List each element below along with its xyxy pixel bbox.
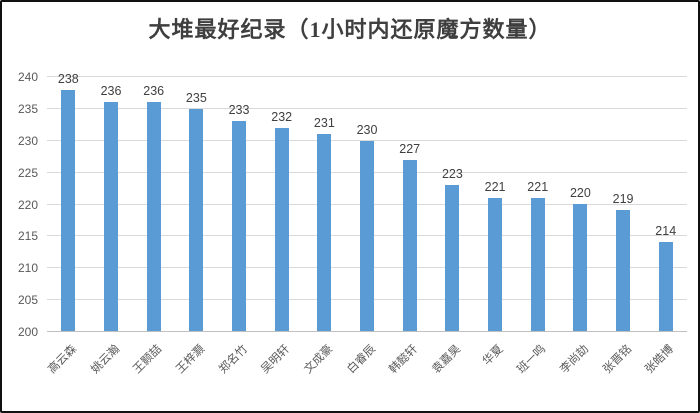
bar [317,134,332,331]
bar-value-label: 230 [356,122,378,137]
y-axis-tick-label: 235 [17,101,38,116]
bar [530,197,545,331]
y-axis-tick-label: 215 [17,229,38,244]
gridline [47,107,687,109]
y-axis-tick-label: 230 [17,133,38,148]
gridline [47,76,687,77]
plot-area: 238 高云森 236 姚云瀚 236 王颢喆 235 王梓灏 233 郑名竹 232 吴明轩 231 文… [46,72,687,377]
category-label: 白睿辰 [344,343,378,377]
y-axis-tick-label: 205 [17,293,38,308]
y-axis-tick-label: 220 [17,197,38,212]
category-label: 文成豪 [302,343,335,377]
category-slot: 221 班一鸣 [515,77,559,376]
bar-value-label: 223 [441,166,463,181]
bar-value-label: 219 [612,192,634,207]
category-slot: 214 张皓博 [643,77,687,376]
category-slot: 219 张晋铭 [601,77,645,376]
bars-container: 238 高云森 236 姚云瀚 236 王颢喆 235 王梓灏 233 郑名竹 232 吴明轩 231 文… [46,72,687,377]
category-slot: 220 李尚劼 [558,77,602,376]
category-label: 王颢喆 [131,343,165,377]
y-axis-tick-label: 210 [17,261,38,276]
category-slot: 223 袁嘉昊 [430,77,474,376]
bar [104,102,118,331]
bar [189,108,204,331]
category-label: 张晋铭 [600,343,634,377]
bar [616,210,631,331]
category-label: 张皓博 [643,343,677,377]
bar [402,159,417,331]
category-slot: 233 郑名竹 [217,77,261,376]
bar [61,89,76,331]
category-label: 王梓灏 [174,343,207,377]
category-label: 李尚劼 [558,343,592,377]
y-axis-tick-label: 240 [17,70,38,84]
category-slot: 236 姚云瀚 [89,77,133,376]
bar-value-label: 233 [228,103,250,118]
bar [232,121,247,331]
y-axis: 200 205 210 215 220 225 230 235 240 [8,70,42,339]
bar-value-label: 238 [57,71,79,86]
category-label: 吴明轩 [259,343,293,377]
category-slot: 232 吴明轩 [259,77,303,376]
category-slot: 238 高云森 [46,72,90,376]
bar-value-label: 220 [569,186,591,200]
category-label: 郑名竹 [216,343,250,377]
bar-value-label: 231 [313,116,335,131]
bar [146,102,161,331]
bar-value-label: 232 [271,109,293,124]
bar [488,197,503,331]
category-label: 韩懿轩 [387,343,421,377]
bar [658,242,673,331]
category-slot: 235 王梓灏 [174,77,218,376]
bar-value-label: 221 [484,179,506,194]
category-label: 袁嘉昊 [430,343,463,377]
bar [360,140,375,331]
bar [274,127,289,331]
chart-title: 大堆最好纪录（1小时内还原魔方数量） [148,17,552,42]
bar-value-label: 214 [655,224,677,239]
category-label: 姚云瀚 [88,343,122,377]
category-label: 高云森 [46,343,79,377]
gridline [47,139,687,141]
bar-value-label: 236 [143,84,165,99]
bar [445,184,460,331]
category-slot: 231 文成豪 [302,77,346,376]
bar [573,204,588,331]
y-axis-tick-label: 225 [17,165,38,180]
category-slot: 236 王颢喆 [131,77,175,376]
category-slot: 221 华夏 [474,77,517,368]
bar-value-label: 235 [185,90,207,105]
bar-value-label: 236 [100,84,122,99]
category-slot: 227 韩懿轩 [387,77,431,376]
category-label: 华夏 [480,343,506,368]
bar-value-label: 221 [527,179,549,194]
category-label: 班一鸣 [515,343,549,377]
bar-value-label: 227 [399,141,421,156]
y-axis-tick-label: 200 [17,325,38,339]
category-slot: 230 白睿辰 [345,77,389,377]
